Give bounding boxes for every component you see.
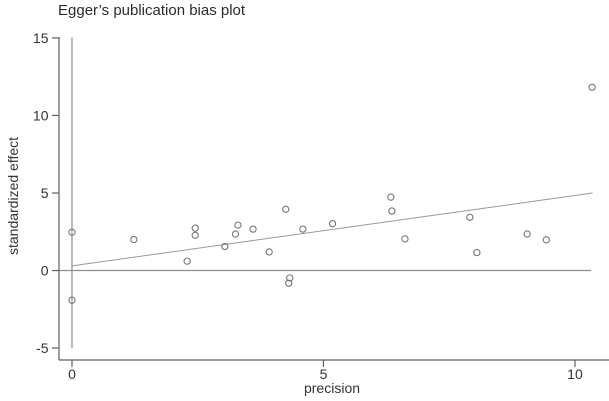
data-point: [401, 235, 409, 243]
data-point: [183, 257, 191, 265]
data-point: [299, 225, 307, 233]
data-point: [265, 248, 273, 256]
y-tick-label: -5: [36, 340, 49, 356]
y-tick-label: 0: [41, 262, 49, 278]
x-axis-title: precision: [303, 380, 361, 396]
data-point: [542, 236, 550, 244]
data-point: [68, 296, 76, 304]
data-point: [221, 242, 229, 251]
data-point: [234, 221, 242, 229]
data-point: [130, 235, 138, 244]
data-point: [286, 274, 294, 282]
data-point: [388, 207, 396, 215]
data-point: [466, 213, 474, 221]
x-tick-label: 5: [320, 366, 328, 382]
x-tick-label: 0: [68, 366, 76, 382]
data-point: [387, 193, 395, 201]
data-point: [523, 230, 531, 238]
x-tick-label: 10: [567, 366, 583, 382]
data-point: [473, 248, 481, 257]
data-point: [285, 279, 293, 287]
regression-line: [71, 192, 593, 267]
data-point: [231, 230, 240, 238]
y-tick-label: 15: [33, 30, 49, 46]
data-point: [68, 228, 76, 236]
data-point: [588, 83, 596, 91]
data-point: [191, 224, 199, 232]
data-point: [328, 220, 337, 228]
data-point: [282, 205, 290, 213]
data-point: [191, 231, 199, 239]
data-point: [249, 225, 257, 233]
y-tick-label: 10: [33, 107, 49, 123]
chart-title: Egger’s publication bias plot: [58, 2, 246, 19]
y-tick-label: 5: [41, 185, 49, 201]
